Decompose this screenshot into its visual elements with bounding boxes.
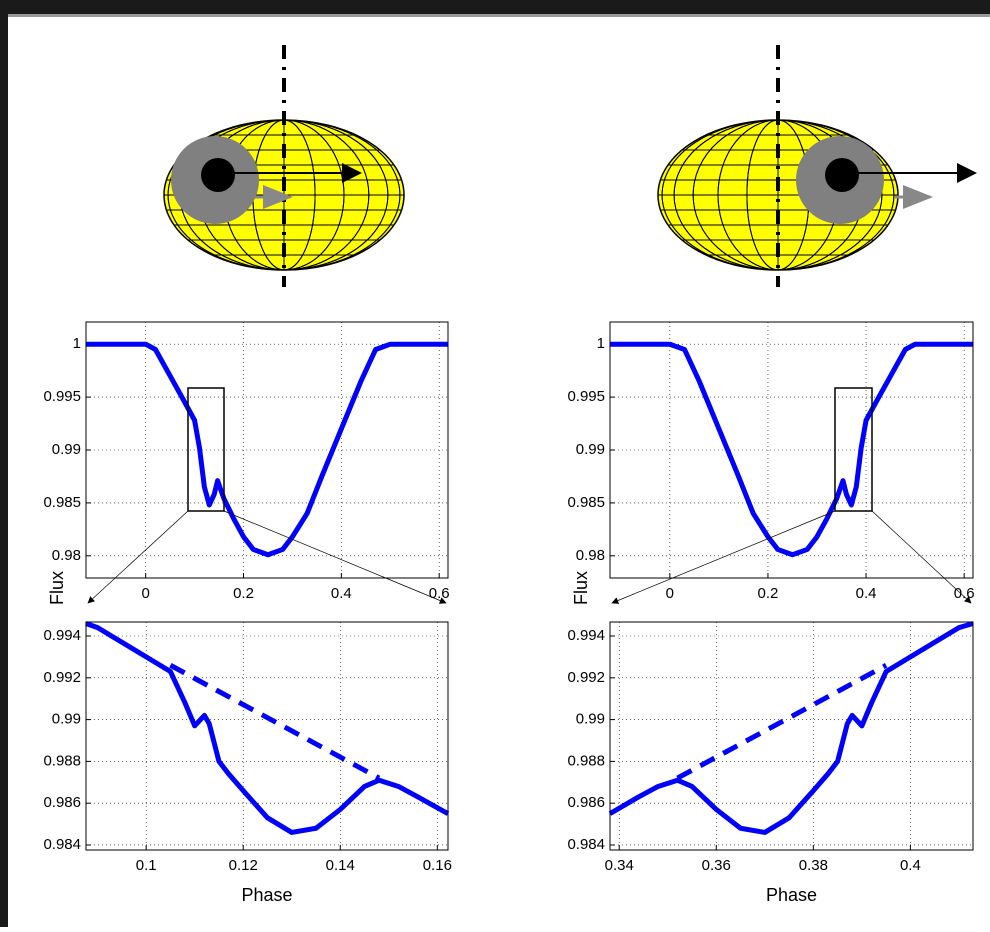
axes-frame: [609, 321, 974, 579]
y-tick-label: 0.994: [43, 627, 81, 644]
y-tick-label: 0.995: [43, 388, 81, 405]
x-tick-label: 0.2: [758, 585, 779, 602]
x-tick-label: 0.6: [429, 585, 450, 602]
x-tick-label: 0.1: [136, 857, 157, 874]
x-tick-label: 0.6: [954, 585, 975, 602]
x-axis-label: Phase: [766, 885, 817, 905]
y-tick-label: 0.985: [567, 494, 605, 511]
x-tick-label: 0.4: [331, 585, 352, 602]
zoom-box: [187, 387, 225, 512]
chart: 0.1 0.12 0.14 0.16 0.994 0.992 0.99 0.988 0.986 0…: [43, 621, 452, 905]
top-border: [0, 0, 990, 14]
y-tick-label: 0.995: [567, 388, 605, 405]
zoom-box: [834, 387, 873, 512]
axes-frame: [609, 621, 974, 851]
data-line: [85, 621, 450, 835]
y-tick-label: 0.986: [43, 794, 81, 811]
x-tick-label: 0.4: [900, 857, 921, 874]
y-tick-label: 0.992: [567, 669, 605, 686]
x-tick-label: 0.36: [702, 857, 731, 874]
top-border-line: [0, 14, 990, 17]
y-tick-label: 1: [73, 335, 81, 352]
x-tick-label: 0.34: [605, 857, 634, 874]
zoom-connector: [611, 510, 836, 604]
zoom-guides: [87, 387, 972, 604]
x-tick-label: 0.4: [856, 585, 877, 602]
y-tick-label: 0.988: [43, 752, 81, 769]
y-tick-label: 0.985: [43, 494, 81, 511]
x-tick-label: 0: [666, 585, 674, 602]
data-line: [169, 663, 381, 781]
y-tick-label: 0.992: [43, 669, 81, 686]
y-tick-label: 0.988: [567, 752, 605, 769]
x-tick-label: 0.16: [423, 857, 452, 874]
x-tick-label: 0: [142, 585, 150, 602]
zoom-connector: [871, 510, 972, 604]
y-tick-label: 0.99: [576, 441, 605, 458]
data-line: [86, 341, 448, 558]
chart: 0.34 0.36 0.38 0.4 0.994 0.992 0.99 0.988 0.986 0…: [567, 621, 974, 905]
plot-area: [86, 622, 448, 850]
data-line: [610, 341, 973, 558]
x-tick-label: 0.38: [799, 857, 828, 874]
x-tick-label: 0.12: [229, 857, 258, 874]
y-tick-label: 0.99: [52, 441, 81, 458]
chart: 0 0.2 0.4 0.6 1 0.995 0.99 0.985 0.98 Flux: [43, 321, 450, 605]
y-tick-label: 0.984: [43, 836, 81, 853]
y-tick-label: 0.99: [52, 711, 81, 728]
data-line: [608, 621, 974, 835]
data-line: [676, 663, 888, 781]
planet: [201, 158, 235, 192]
zoom-connector: [87, 510, 189, 604]
y-tick-label: 0.98: [576, 547, 605, 564]
chart: 0 0.2 0.4 0.6 1 0.995 0.99 0.985 0.98 Flux: [567, 321, 975, 605]
planet: [825, 158, 859, 192]
left-border: [0, 0, 8, 927]
y-axis-label: Flux: [571, 571, 591, 605]
y-axis-label: Flux: [47, 571, 67, 605]
x-tick-label: 0.2: [233, 585, 254, 602]
x-axis-label: Phase: [241, 885, 292, 905]
axes-frame: [85, 621, 449, 851]
y-tick-label: 1: [597, 335, 605, 352]
axes-frame: [85, 321, 449, 579]
zoom-connector: [223, 510, 447, 604]
y-tick-label: 0.986: [567, 794, 605, 811]
y-tick-label: 0.984: [567, 836, 605, 853]
y-tick-label: 0.99: [576, 711, 605, 728]
x-tick-label: 0.14: [326, 857, 355, 874]
star-diagrams: [163, 45, 977, 287]
y-tick-label: 0.98: [52, 547, 81, 564]
y-tick-label: 0.994: [567, 627, 605, 644]
